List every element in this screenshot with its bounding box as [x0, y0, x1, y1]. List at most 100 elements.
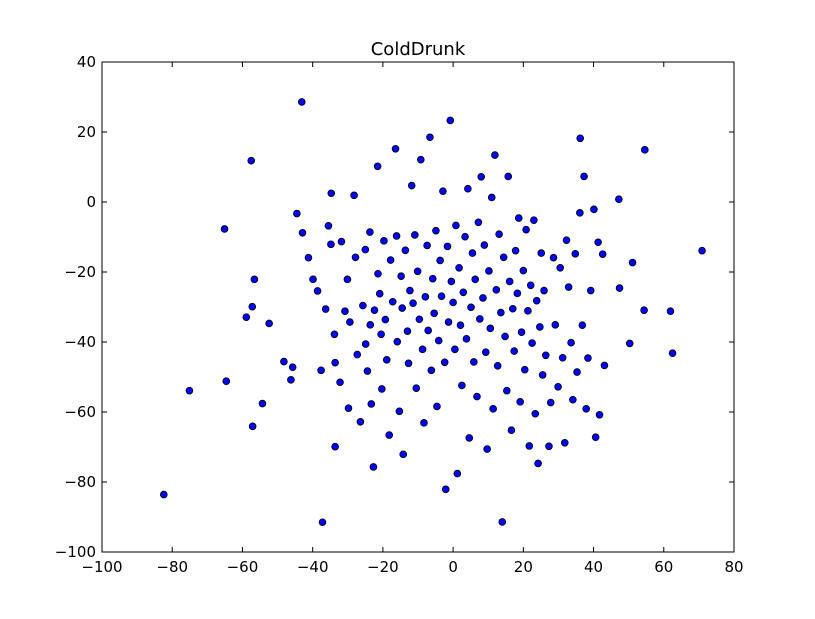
scatter-point	[366, 228, 374, 236]
scatter-point	[487, 193, 496, 202]
scatter-point	[313, 287, 322, 295]
scatter-point	[531, 409, 540, 418]
scatter-point	[353, 350, 362, 359]
scatter-point	[528, 339, 536, 347]
scatter-point	[564, 283, 573, 291]
scatter-point	[407, 181, 416, 190]
scatter-point	[378, 385, 386, 393]
scatter-point	[432, 226, 440, 235]
scatter-point	[485, 267, 493, 275]
scatter-point	[668, 349, 677, 358]
plot-frame	[101, 61, 735, 553]
scatter-point	[475, 315, 484, 323]
x-tick-label: 80	[724, 558, 743, 576]
scatter-point	[467, 303, 475, 312]
scatter-point	[462, 335, 471, 343]
scatter-point	[265, 319, 273, 328]
scatter-point	[386, 256, 395, 264]
scatter-point	[540, 286, 548, 295]
scatter-point	[424, 326, 432, 335]
scatter-point	[298, 229, 307, 237]
scatter-point	[363, 367, 372, 375]
scatter-point	[304, 253, 313, 262]
scatter-point	[361, 340, 370, 348]
scatter-point	[356, 417, 365, 426]
scatter-point	[421, 293, 430, 301]
scatter-point	[519, 266, 528, 275]
scatter-point	[584, 354, 592, 362]
scatter-point	[558, 353, 567, 362]
scatter-point	[382, 356, 391, 364]
scatter-point	[185, 386, 194, 395]
scatter-point	[567, 338, 575, 347]
scatter-point	[525, 442, 534, 450]
scatter-point	[374, 269, 382, 278]
scatter-point	[510, 347, 519, 355]
scatter-point	[443, 242, 452, 251]
scatter-point	[586, 286, 595, 295]
scatter-point	[615, 284, 624, 292]
scatter-point	[511, 246, 520, 255]
x-tick-label: 20	[514, 558, 533, 576]
scatter-point	[640, 306, 648, 314]
x-tick-label: −60	[227, 558, 259, 576]
scatter-point	[404, 359, 413, 368]
scatter-point	[480, 241, 489, 249]
scatter-point	[498, 518, 507, 526]
scatter-point	[446, 116, 455, 125]
scatter-point	[595, 410, 604, 419]
scatter-point	[479, 294, 487, 302]
scatter-point	[395, 407, 404, 416]
scatter-point	[641, 146, 649, 154]
scatter-point	[474, 218, 483, 227]
scatter-point	[549, 253, 558, 262]
scatter-point	[359, 301, 367, 310]
scatter-point	[517, 328, 526, 337]
scatter-point	[380, 237, 388, 245]
x-tick-label: −20	[367, 558, 399, 576]
scatter-point	[336, 378, 344, 387]
y-tick-label: −80	[64, 473, 96, 491]
scatter-point	[409, 299, 417, 307]
scatter-point	[504, 172, 513, 181]
scatter-point	[403, 327, 412, 335]
scatter-point	[366, 321, 375, 329]
scatter-point	[280, 357, 288, 366]
scatter-point	[392, 232, 401, 240]
scatter-point	[423, 241, 431, 250]
scatter-point	[426, 133, 434, 142]
scatter-point	[247, 156, 256, 165]
scatter-point	[459, 288, 468, 297]
scatter-point	[470, 358, 478, 366]
scatter-point	[385, 431, 394, 439]
scatter-point	[477, 173, 486, 181]
scatter-point	[486, 324, 495, 333]
scatter-point	[530, 216, 538, 225]
x-tick-label: −80	[156, 558, 188, 576]
scatter-point	[293, 209, 301, 218]
scatter-point	[573, 368, 581, 376]
scatter-point	[317, 366, 325, 375]
scatter-point	[413, 267, 422, 276]
scatter-point	[399, 450, 408, 459]
points-layer	[160, 98, 706, 527]
y-tick-label: 0	[86, 193, 96, 211]
x-tick-label: 0	[448, 558, 458, 576]
scatter-point	[600, 361, 609, 370]
scatter-point	[361, 245, 370, 254]
scatter-point	[327, 240, 335, 249]
scatter-point	[569, 395, 577, 404]
scatter-point	[411, 231, 419, 239]
scatter-point	[324, 222, 333, 230]
y-tick-label: −60	[64, 403, 96, 421]
scatter-point	[449, 298, 457, 307]
scatter-point	[434, 336, 443, 345]
scatter-point	[532, 296, 541, 305]
scatter-point	[522, 225, 530, 234]
scatter-point	[337, 237, 346, 246]
scatter-point	[628, 258, 637, 267]
scatter-point	[468, 249, 477, 257]
x-tick-label: −100	[81, 558, 122, 576]
scatter-point	[625, 339, 634, 348]
